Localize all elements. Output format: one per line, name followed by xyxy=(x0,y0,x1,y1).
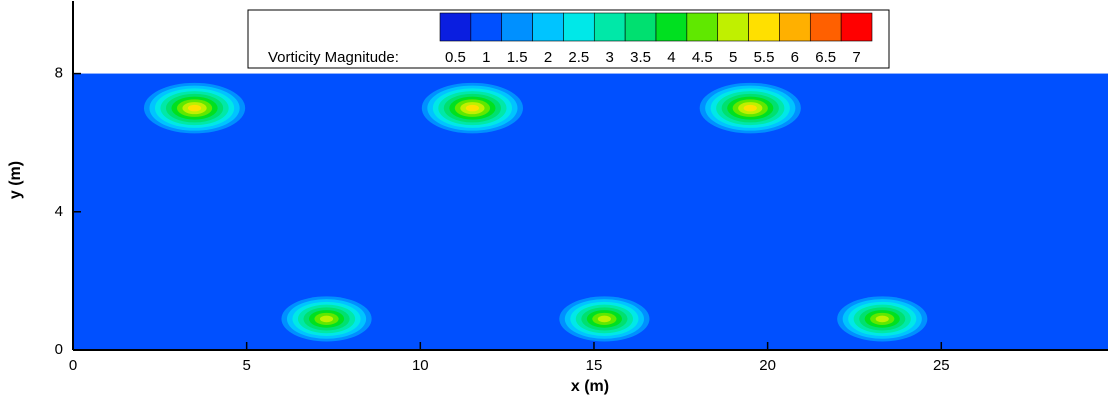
colorbar-label: 2 xyxy=(544,49,552,66)
contour-band xyxy=(743,104,757,112)
colorbar-label: 5 xyxy=(729,49,737,66)
colorbar-label: 2.5 xyxy=(568,49,589,66)
colorbar-swatch xyxy=(501,12,533,42)
vortex xyxy=(559,296,650,342)
y-tick-label: 8 xyxy=(55,65,63,82)
contour-band xyxy=(875,315,889,323)
vortex xyxy=(699,82,801,134)
vortex xyxy=(281,296,372,342)
y-tick-label: 0 xyxy=(55,341,63,358)
colorbar-swatch xyxy=(593,12,626,42)
colorbar-label: 3 xyxy=(606,49,614,66)
colorbar-swatch xyxy=(748,12,780,42)
colorbar-label: 0.5 xyxy=(445,49,466,66)
contour-band xyxy=(319,315,334,323)
x-tick-label: 5 xyxy=(242,357,250,374)
colorbar-swatch xyxy=(779,12,811,42)
x-tick-label: 10 xyxy=(412,357,429,374)
colorbar-swatch xyxy=(532,12,564,42)
x-axis-label: x (m) xyxy=(571,378,609,395)
colorbar-label: 6.5 xyxy=(815,49,836,66)
colorbar-label: 1 xyxy=(482,49,490,66)
vortex xyxy=(143,82,246,134)
colorbar-label: 4 xyxy=(667,49,675,66)
colorbar-label: 7 xyxy=(852,49,860,66)
colorbar-label: 3.5 xyxy=(630,49,651,66)
x-tick-label: 15 xyxy=(586,357,603,374)
colorbar: 0.5 1 1.5 2 2.5 3 3.5 4 4.5 5 5.5 6 6.5 7 xyxy=(439,12,873,66)
vortex xyxy=(837,296,928,342)
vortex-layer xyxy=(143,82,928,342)
colorbar-label: 6 xyxy=(791,49,799,66)
y-axis-label: y (m) xyxy=(7,161,24,199)
colorbar-swatch xyxy=(563,12,595,42)
vortex xyxy=(421,82,524,134)
colorbar-swatch xyxy=(809,12,842,42)
colorbar-label: 5.5 xyxy=(754,49,775,66)
colorbar-swatch xyxy=(655,12,688,42)
colorbar-title: Vorticity Magnitude: xyxy=(268,49,399,66)
colorbar-swatch xyxy=(686,12,719,42)
colorbar-swatch xyxy=(470,12,503,42)
contour-band xyxy=(465,104,480,112)
y-tick-label: 4 xyxy=(55,203,63,220)
colorbar-swatch xyxy=(439,12,472,42)
x-tick-label: 25 xyxy=(933,357,950,374)
colorbar-swatch xyxy=(840,12,873,42)
colorbar-label: 1.5 xyxy=(507,49,528,66)
x-tick-label: 20 xyxy=(759,357,776,374)
colorbar-label: 4.5 xyxy=(692,49,713,66)
contour-band xyxy=(187,104,202,112)
contour-band xyxy=(597,315,611,323)
colorbar-swatch xyxy=(624,12,657,42)
colorbar-swatch xyxy=(717,12,749,42)
x-tick-label: 0 xyxy=(69,357,77,374)
contour-field xyxy=(73,73,1108,350)
